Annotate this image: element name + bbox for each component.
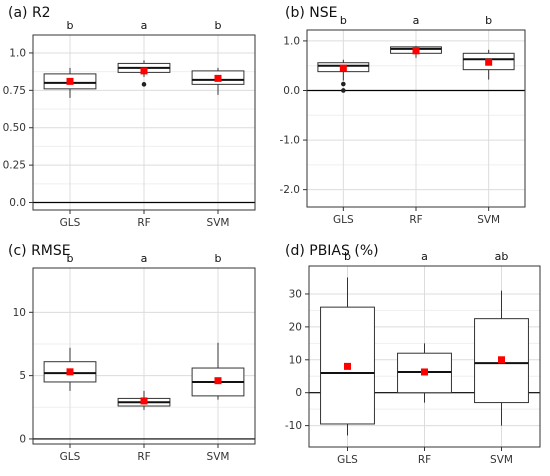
- plot-border: [32, 34, 256, 211]
- x-tick-label: RF: [137, 217, 150, 229]
- mean-marker: [412, 47, 420, 55]
- y-tick-label: 0.25: [3, 160, 26, 172]
- box-rf: a RF: [117, 19, 171, 229]
- chart-nse: (b) NSE -2.0 -1.0 0.0 1.0 b GLS a RF b SVM: [280, 5, 526, 226]
- y-tick-label: 1.0: [283, 35, 300, 47]
- mean-marker: [421, 368, 428, 376]
- significance-letter: ab: [495, 250, 509, 263]
- x-tick-label: GLS: [337, 454, 358, 466]
- mean-marker: [140, 67, 148, 75]
- plot-area: 0.0 0.25 0.50 0.75 1.0 b GLS a RF b SVM: [3, 19, 256, 229]
- panel-title-nse: (b) NSE: [285, 5, 337, 21]
- chart-panel-r2: (a) R2 0.0 0.25 0.50 0.75 1.0 b GLS a RF b SVM: [0, 0, 275, 238]
- box-svm: b SVM: [191, 19, 245, 229]
- outlier-point: [341, 88, 346, 93]
- box-gls: b GLS: [320, 250, 375, 466]
- y-tick-label: 0.0: [283, 85, 300, 97]
- y-tick-label: 0.50: [3, 122, 26, 134]
- plot-area: 0 5 10 b GLS a RF b SVM: [13, 252, 256, 463]
- mean-marker: [140, 397, 148, 405]
- plot-area: -10 0 10 20 30 b GLS a RF ab SVM: [285, 250, 541, 466]
- box-svm: b SVM: [462, 14, 515, 226]
- box-svm: b SVM: [191, 252, 245, 463]
- panel-title-rmse: (c) RMSE: [8, 243, 71, 259]
- y-tick-label: 0.75: [3, 85, 26, 97]
- significance-letter: b: [215, 19, 222, 32]
- panel-title-pbias: (d) PBIAS (%): [285, 243, 379, 259]
- y-tick-label: 5: [19, 370, 26, 382]
- mean-marker: [485, 58, 493, 66]
- x-tick-label: SVM: [490, 454, 513, 466]
- significance-letter: a: [141, 252, 148, 265]
- x-tick-label: GLS: [60, 451, 81, 463]
- outlier-point: [341, 81, 346, 87]
- plot-border: [306, 29, 526, 208]
- significance-letter: b: [344, 250, 351, 263]
- y-tick-label: 1.0: [9, 47, 26, 59]
- x-tick-label: GLS: [333, 214, 354, 226]
- y-tick-label: 0: [295, 387, 302, 399]
- y-tick-label: 30: [289, 288, 302, 300]
- chart-r2: (a) R2 0.0 0.25 0.50 0.75 1.0 b GLS a RF b SVM: [3, 5, 256, 229]
- plot-border: [308, 265, 541, 448]
- x-tick-label: RF: [137, 451, 150, 463]
- mean-marker: [498, 356, 505, 364]
- y-tick-label: -2.0: [280, 184, 301, 196]
- y-tick-label: -10: [285, 420, 302, 432]
- significance-letter: b: [340, 14, 347, 27]
- x-tick-label: RF: [409, 214, 422, 226]
- box-gls: b GLS: [317, 14, 370, 226]
- significance-letter: b: [67, 19, 74, 32]
- significance-letter: b: [485, 14, 492, 27]
- box-gls: b GLS: [43, 19, 97, 229]
- x-tick-label: SVM: [207, 451, 230, 463]
- panel-title-r2: (a) R2: [8, 5, 51, 21]
- plot-area: -2.0 -1.0 0.0 1.0 b GLS a RF b SVM: [280, 14, 526, 226]
- chart-panel-nse: (b) NSE -2.0 -1.0 0.0 1.0 b GLS a RF b SVM: [275, 0, 550, 238]
- box-svm: ab SVM: [474, 250, 529, 466]
- x-tick-label: GLS: [60, 217, 81, 229]
- mean-marker: [344, 362, 351, 370]
- box-rf: a RF: [390, 14, 442, 226]
- chart-panel-pbias: (d) PBIAS (%) -10 0 10 20 30 b GLS a RF ab SVM: [275, 238, 550, 476]
- x-tick-label: RF: [418, 454, 431, 466]
- significance-letter: b: [215, 252, 222, 265]
- y-tick-label: 20: [289, 321, 302, 333]
- y-tick-label: 0: [19, 433, 26, 445]
- box-rf: a RF: [397, 250, 452, 466]
- box-body: [320, 306, 375, 425]
- box-rf: a RF: [117, 252, 171, 463]
- chart-pbias: (d) PBIAS (%) -10 0 10 20 30 b GLS a RF ab SVM: [285, 243, 541, 466]
- chart-rmse: (c) RMSE 0 5 10 b GLS a RF b SVM: [8, 243, 256, 463]
- mean-marker: [66, 368, 74, 376]
- x-tick-label: SVM: [477, 214, 500, 226]
- plot-border: [32, 267, 256, 445]
- mean-marker: [214, 74, 222, 82]
- chart-panel-rmse: (c) RMSE 0 5 10 b GLS a RF b SVM: [0, 238, 275, 476]
- box-gls: b GLS: [43, 252, 97, 463]
- significance-letter: a: [413, 14, 420, 27]
- y-tick-label: 0.0: [9, 197, 26, 209]
- mean-marker: [339, 64, 347, 72]
- significance-letter: b: [67, 252, 74, 265]
- outlier-point: [141, 82, 147, 87]
- mean-marker: [66, 77, 74, 85]
- y-tick-label: -1.0: [280, 135, 301, 147]
- significance-letter: a: [421, 250, 428, 263]
- x-tick-label: SVM: [207, 217, 230, 229]
- mean-marker: [214, 377, 222, 385]
- y-tick-label: 10: [13, 307, 26, 319]
- y-tick-label: 10: [289, 354, 302, 366]
- significance-letter: a: [141, 19, 148, 32]
